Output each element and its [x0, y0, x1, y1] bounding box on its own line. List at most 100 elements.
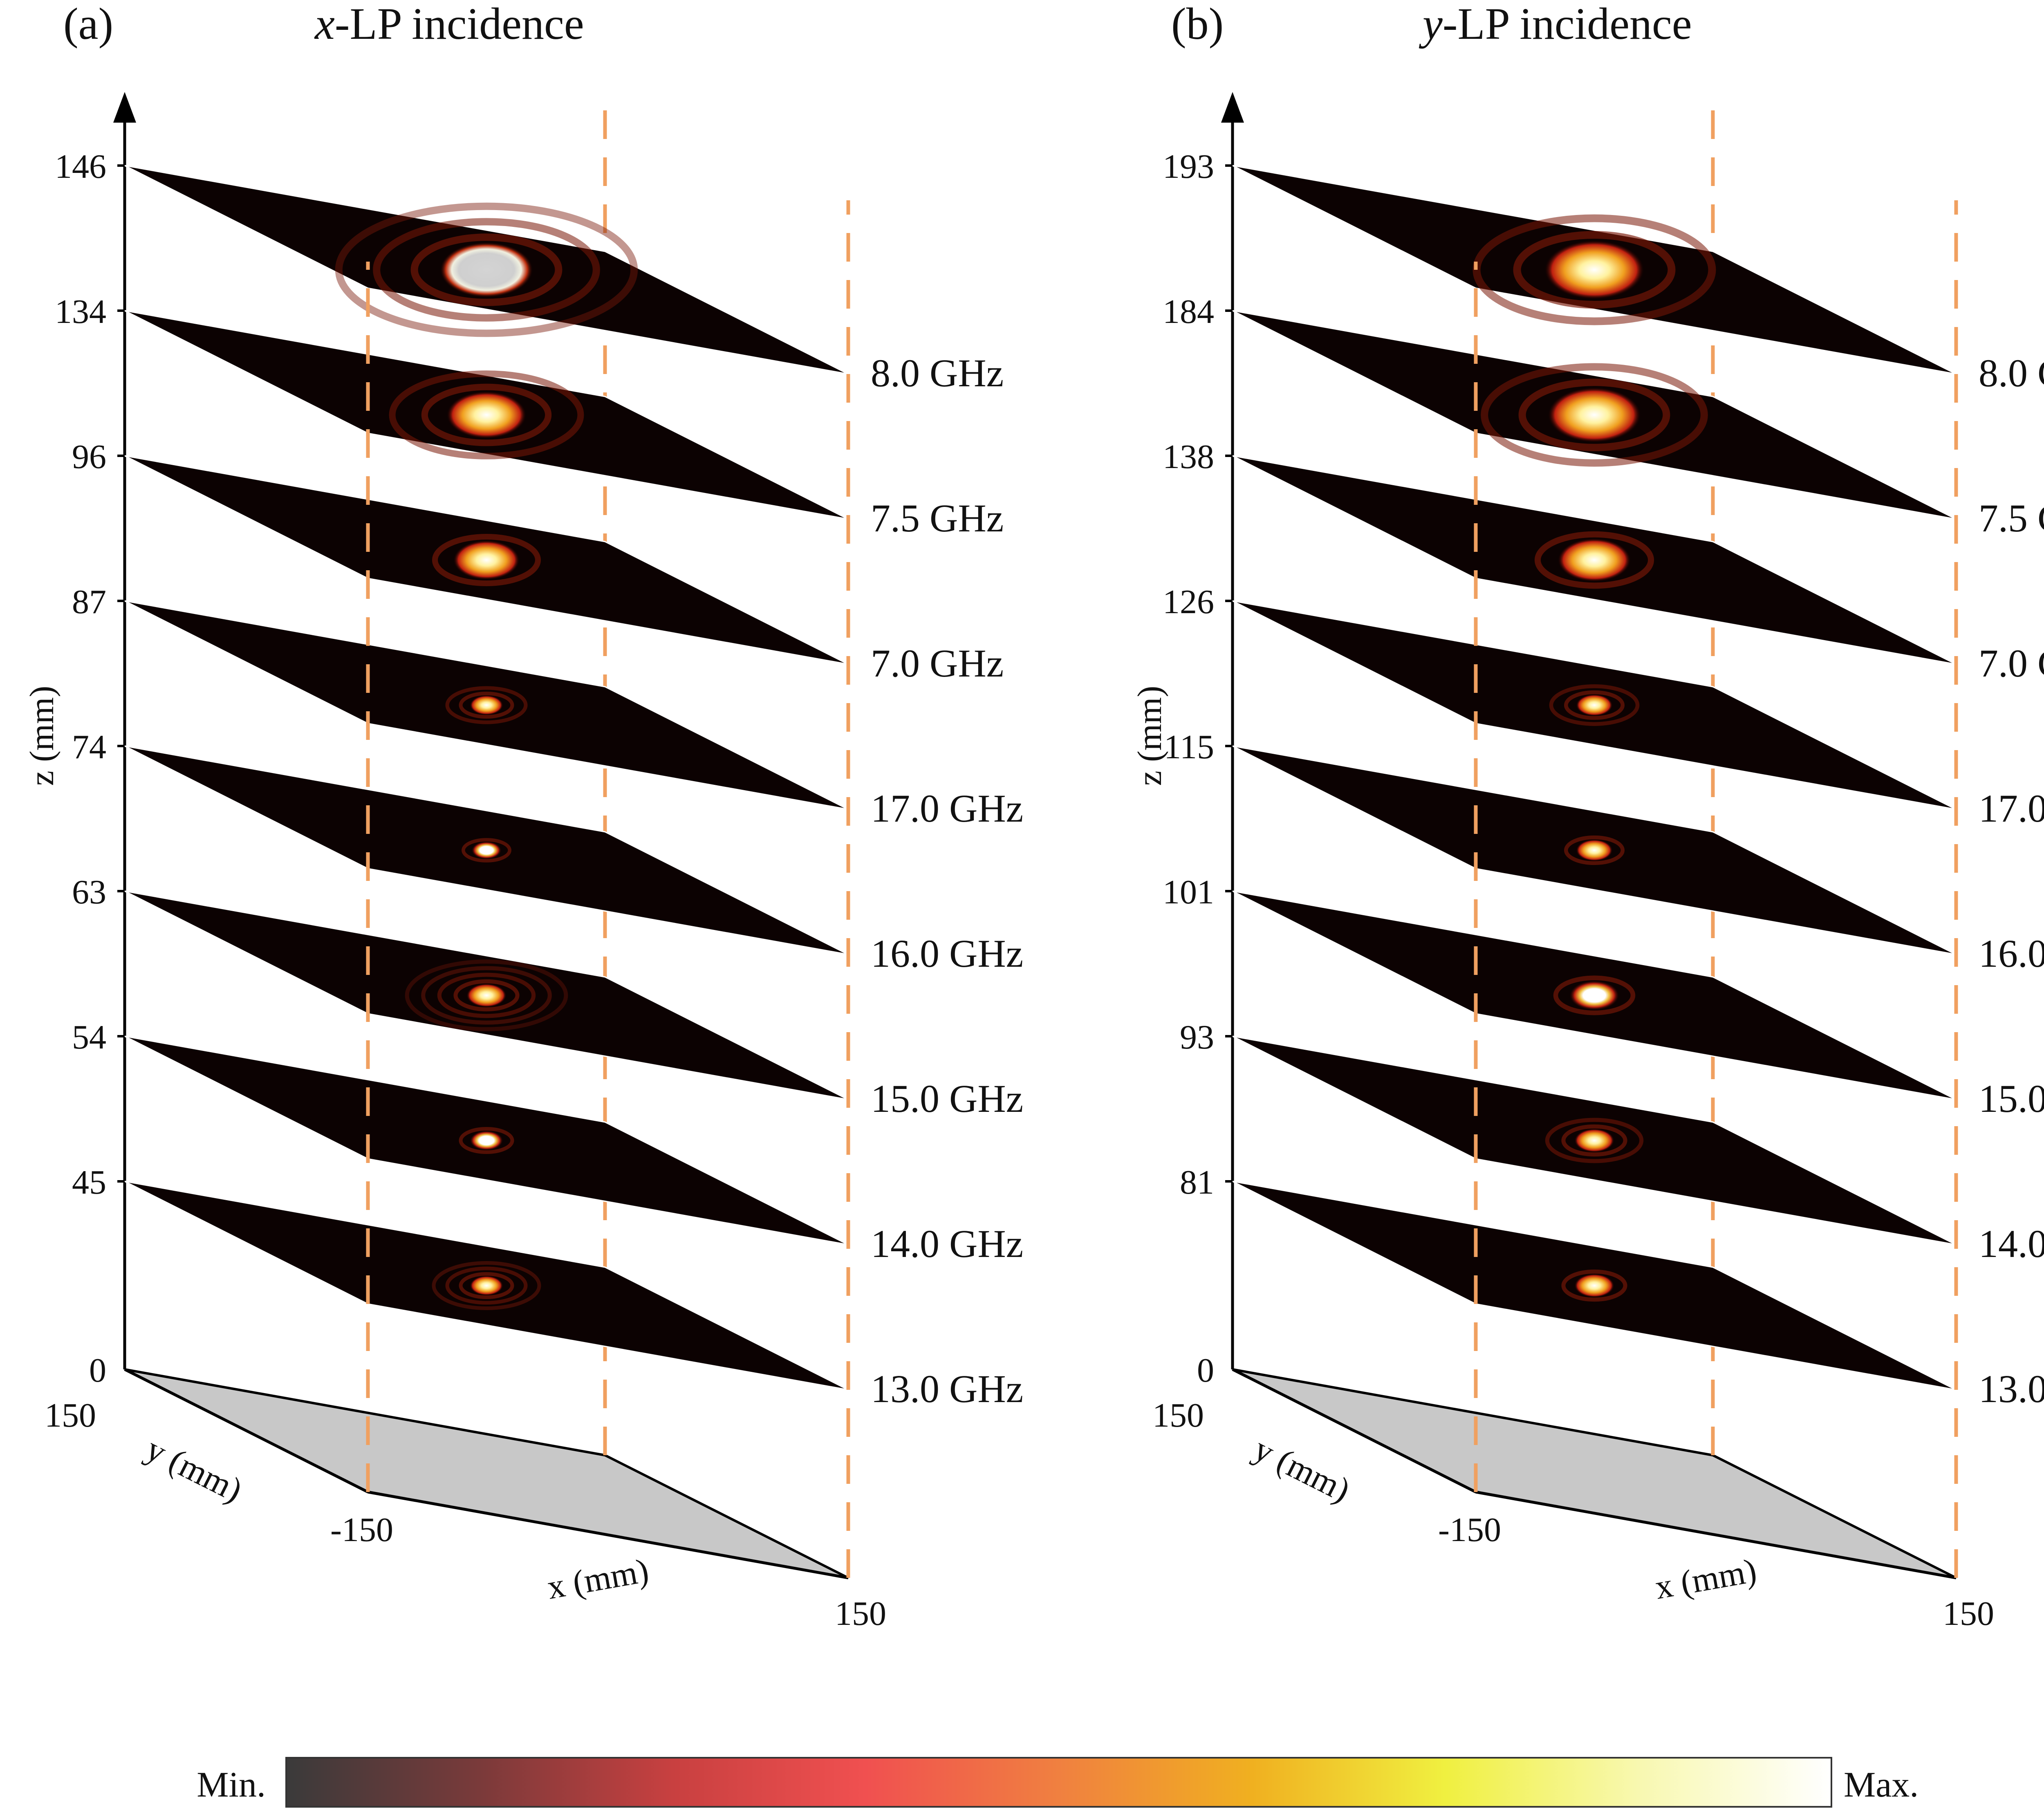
frequency-label: 8.0 GHz — [1979, 351, 2044, 395]
field-ring — [432, 534, 541, 586]
field-slice — [1232, 745, 1957, 955]
field-ring — [1534, 531, 1654, 589]
field-ring — [437, 972, 536, 1018]
panel-title: x-LP incidence — [314, 0, 584, 49]
z-tick-label: 63 — [72, 873, 106, 911]
focal-spot — [1574, 1129, 1614, 1152]
field-ring — [1564, 690, 1625, 720]
z-axis-label: z (mm) — [1131, 686, 1169, 786]
field-slice — [124, 600, 849, 810]
x-tick-min: -150 — [330, 1511, 393, 1549]
z-tick-label: 81 — [1180, 1163, 1214, 1201]
frequency-label: 16.0 GHz — [1979, 932, 2044, 975]
field-ring — [1561, 1269, 1627, 1302]
field-slice — [124, 455, 849, 665]
panel-title-text: -LP incidence — [335, 0, 584, 49]
colorbar-gradient — [285, 1757, 1832, 1808]
field-ring — [405, 959, 568, 1031]
field-slice — [1232, 890, 1957, 1100]
frequency-label: 17.0 GHz — [1979, 786, 2044, 830]
field-slice — [1232, 455, 1957, 665]
field-slice — [124, 890, 849, 1100]
panel-a: (a) x-LP incidence 45 13.0 GHz 54 14.0 GHz 63 1… — [23, 0, 1023, 1633]
panel-label: (a) — [63, 0, 113, 49]
field-slice — [1232, 1181, 1957, 1391]
z-tick-label: 54 — [72, 1018, 106, 1056]
field-ring — [410, 233, 563, 306]
z-tick-label: 115 — [1164, 728, 1214, 766]
z-origin-label: 0 — [1197, 1351, 1214, 1389]
focal-spot — [1558, 538, 1631, 582]
z-axis-arrowhead — [1221, 92, 1244, 123]
y-axis — [124, 1368, 369, 1494]
z-tick-label: 138 — [1163, 438, 1214, 476]
frequency-label: 7.5 GHz — [1979, 496, 2044, 540]
y-axis-label: y (mm) — [1248, 1430, 1356, 1510]
z-axis-label: z (mm) — [23, 686, 61, 786]
y-tick-max: 150 — [45, 1396, 96, 1434]
frequency-label: 14.0 GHz — [871, 1222, 1023, 1266]
panel-b: (b) y-LP incidence 81 13.0 GHz 93 14.0 GHz 101… — [1131, 0, 2044, 1633]
field-slice — [124, 1181, 849, 1391]
panel-label: (b) — [1171, 0, 1224, 49]
panel-title: y-LP incidence — [1419, 0, 1692, 49]
focal-spot — [471, 841, 502, 859]
panel-title-text: -LP incidence — [1443, 0, 1692, 49]
z-tick-label: 193 — [1163, 148, 1214, 186]
field-slice — [1232, 165, 1957, 375]
field-ring — [1481, 363, 1708, 467]
field-ring — [1549, 684, 1640, 726]
field-slice — [124, 310, 849, 520]
x-axis — [1475, 1490, 1957, 1579]
z-tick-label: 93 — [1180, 1018, 1214, 1056]
x-axis-label: x (mm) — [1652, 1551, 1759, 1606]
field-ring — [421, 383, 552, 446]
field-ring — [462, 838, 511, 863]
frequency-label: 7.0 GHz — [1979, 641, 2044, 685]
frequency-label: 7.5 GHz — [871, 496, 1004, 540]
focal-spot — [1544, 240, 1644, 299]
field-slice — [124, 745, 849, 955]
focal-spot — [466, 984, 507, 1007]
focal-spot — [453, 540, 520, 580]
focal-spot — [446, 391, 527, 439]
frequency-label: 16.0 GHz — [871, 932, 1023, 975]
field-ring — [373, 218, 600, 322]
x-axis-label: x (mm) — [545, 1551, 652, 1606]
x-tick-max: 150 — [835, 1595, 886, 1633]
frequency-label: 7.0 GHz — [871, 641, 1004, 685]
z-tick-label: 126 — [1163, 583, 1214, 621]
focal-spot — [1576, 839, 1613, 861]
focal-spot — [1574, 1274, 1614, 1297]
field-slice — [1232, 600, 1957, 810]
frequency-label: 13.0 GHz — [1979, 1367, 2044, 1411]
z-tick-label: 184 — [1163, 293, 1214, 331]
x-tick-max: 150 — [1943, 1595, 1994, 1633]
field-ring — [1518, 379, 1670, 451]
field-ring — [421, 966, 552, 1025]
x-axis — [368, 1490, 849, 1579]
frequency-label: 15.0 GHz — [871, 1077, 1023, 1120]
z-tick-label: 146 — [55, 148, 106, 186]
field-ring — [445, 1266, 528, 1305]
focal-spot — [470, 1131, 503, 1150]
y-tick-max: 150 — [1152, 1396, 1204, 1434]
frequency-label: 13.0 GHz — [871, 1367, 1023, 1411]
focal-spot — [440, 242, 533, 298]
frequency-label: 14.0 GHz — [1979, 1222, 2044, 1266]
z-tick-label: 134 — [55, 293, 106, 331]
z-tick-label: 45 — [72, 1163, 106, 1201]
x-tick-min: -150 — [1438, 1511, 1501, 1549]
field-ring — [432, 1261, 541, 1310]
field-ring — [459, 692, 514, 719]
field-ring — [459, 1272, 514, 1299]
field-ring — [1545, 1118, 1644, 1163]
field-slice — [124, 165, 849, 375]
z-tick-label: 101 — [1163, 873, 1214, 911]
field-ring — [445, 686, 528, 724]
focal-spot — [470, 1276, 503, 1295]
field-ring — [1553, 975, 1636, 1015]
frequency-label: 15.0 GHz — [1979, 1077, 2044, 1120]
field-ring — [389, 370, 584, 459]
